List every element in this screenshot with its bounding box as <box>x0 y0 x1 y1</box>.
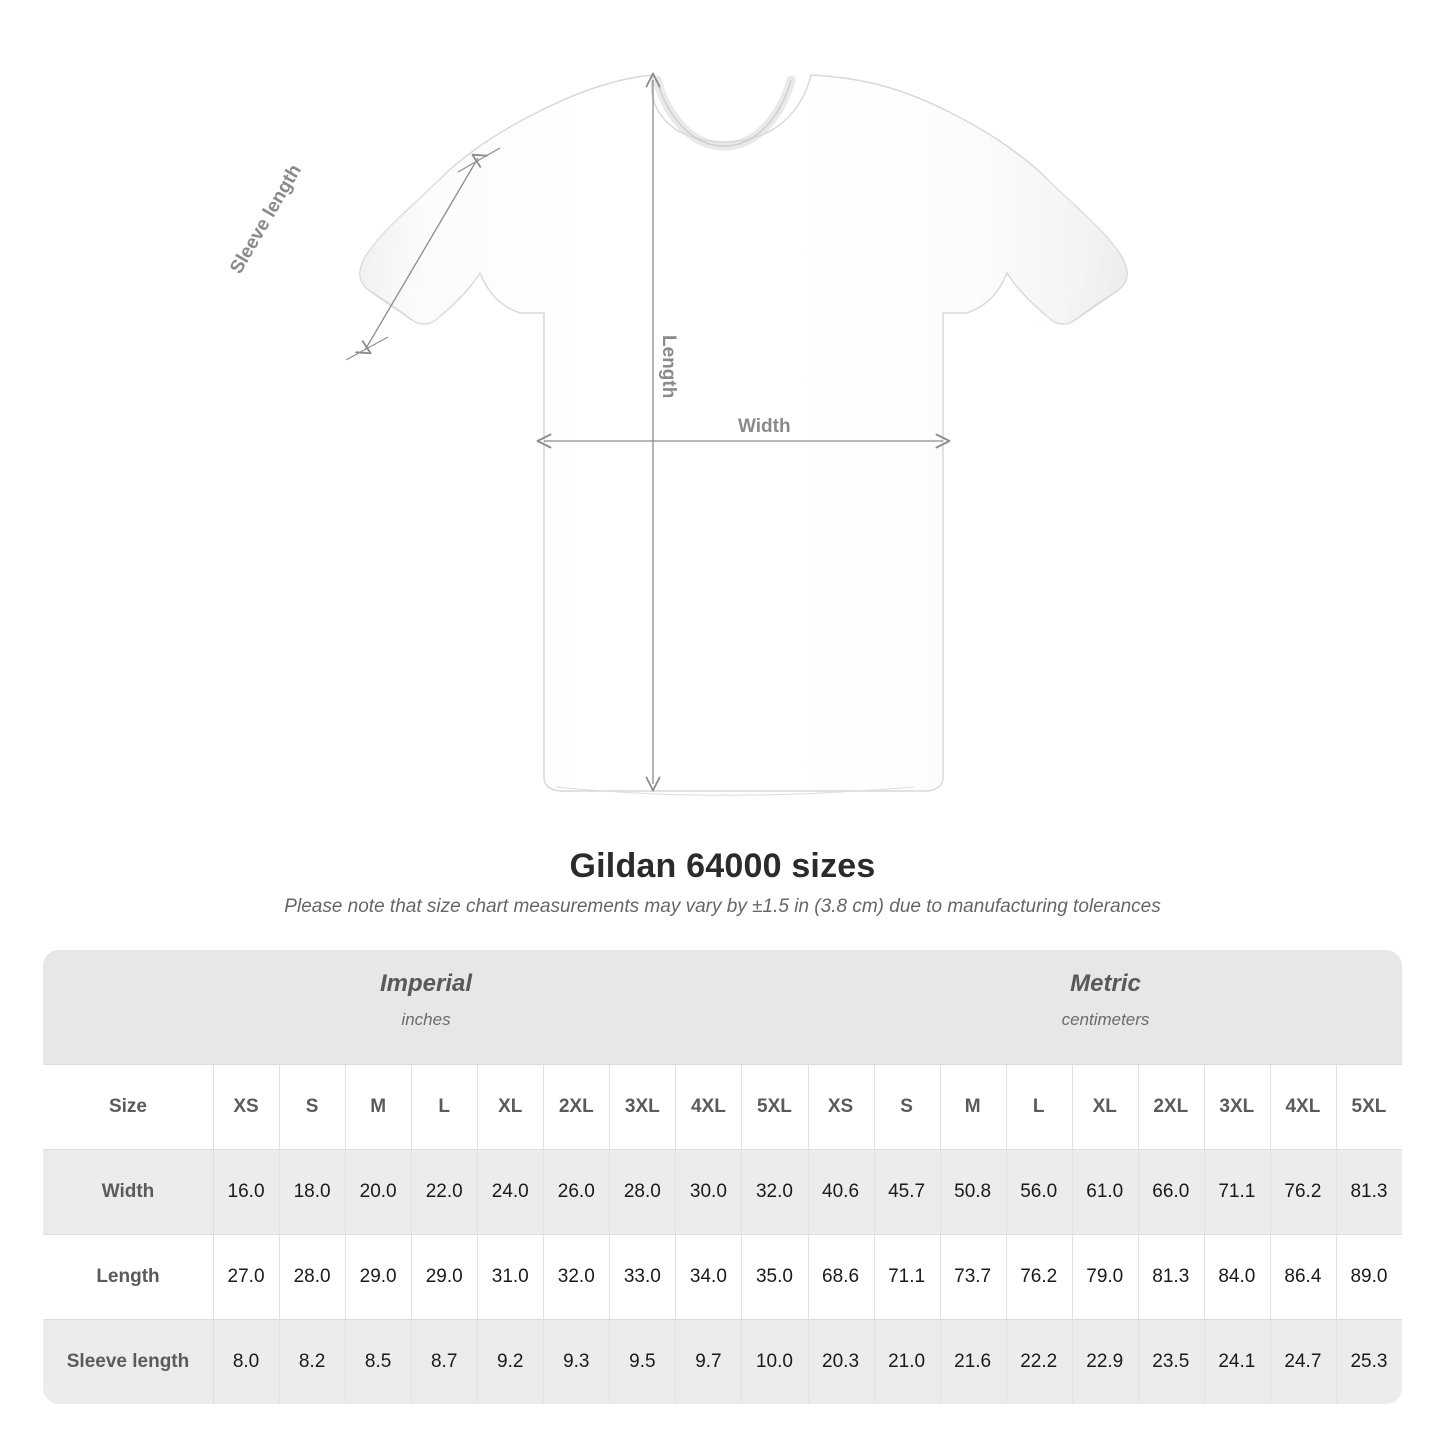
svg-text:Sleeve length: Sleeve length <box>226 161 306 277</box>
svg-text:Length: Length <box>658 335 679 398</box>
svg-text:Width: Width <box>738 416 791 437</box>
